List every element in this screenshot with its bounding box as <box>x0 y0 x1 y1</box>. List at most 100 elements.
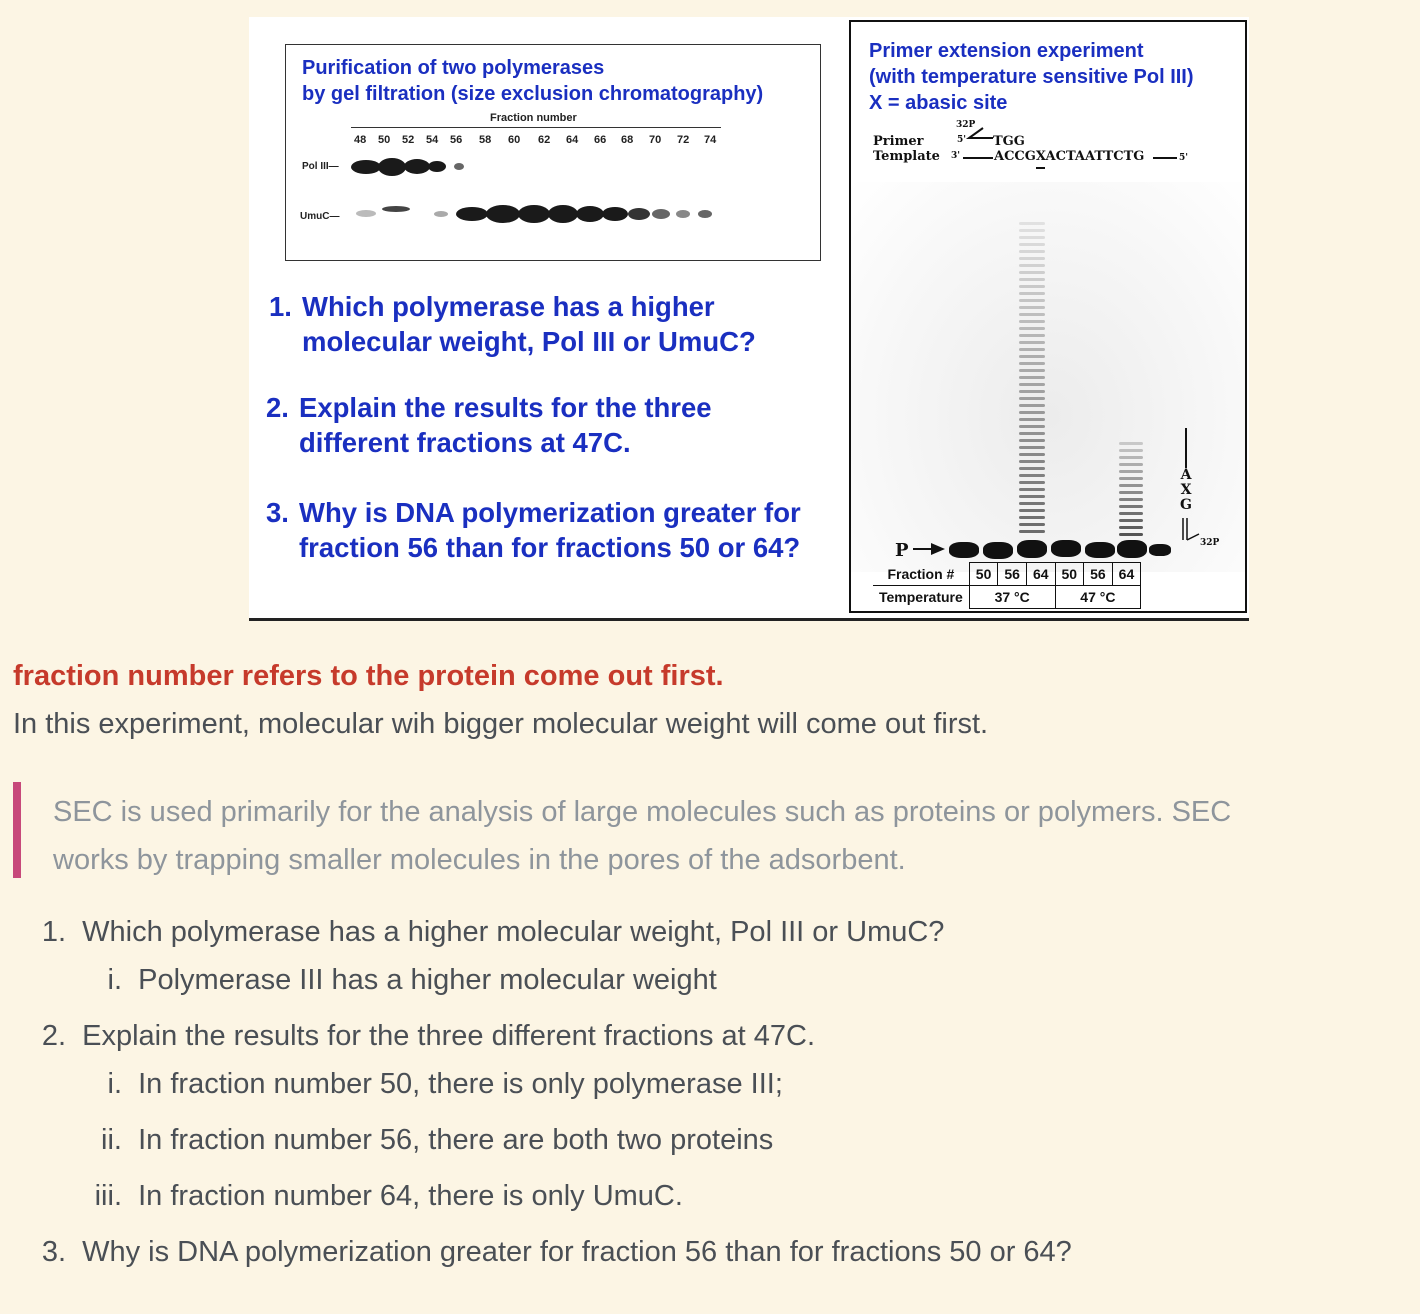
umuc-band <box>698 210 712 218</box>
ladder-band <box>1019 236 1045 239</box>
ladder-band <box>1019 495 1045 498</box>
umuc-band <box>602 207 628 221</box>
slide-question-3: 3. Why is DNA polymerization greater for… <box>266 497 801 563</box>
ladder-band <box>1019 439 1045 442</box>
ladder-band <box>1119 456 1143 459</box>
ladder-band <box>1019 516 1045 519</box>
blockquote: SEC is used primarily for the analysis o… <box>53 796 1232 876</box>
ladder-band <box>1019 502 1045 505</box>
ladder-band <box>1119 533 1143 536</box>
ladder-band <box>1019 390 1045 393</box>
fraction-tick-label: 52 <box>402 134 415 146</box>
ladder-band <box>1019 453 1045 456</box>
list-item-3: 3. Why is DNA polymerization greater for… <box>41 1236 1072 1268</box>
primer-extension-panel: Primer extension experiment (with temper… <box>849 20 1247 613</box>
list-item-1: 1. Which polymerase has a higher molecul… <box>41 916 945 948</box>
ladder-band <box>1019 446 1045 449</box>
template-label: Template <box>873 149 940 164</box>
primer-extension-gel <box>851 182 1245 572</box>
primer-kink-icon <box>965 127 993 139</box>
ladder-band <box>1019 285 1045 288</box>
umuc-band <box>518 205 550 223</box>
pol3-band <box>428 161 446 172</box>
primer-label: Primer <box>873 134 924 149</box>
ladder-band <box>1019 432 1045 435</box>
ladder-band <box>1019 530 1045 533</box>
side-letters: A X G <box>1180 467 1192 513</box>
fraction-tick-label: 62 <box>538 134 551 146</box>
umuc-band <box>628 208 650 220</box>
ladder-band <box>1019 376 1045 379</box>
pol3-band <box>404 159 430 174</box>
primer-band <box>1117 540 1147 558</box>
ladder-band <box>1019 369 1045 372</box>
list-item-2: 2. Explain the results for the three dif… <box>41 1020 816 1052</box>
fraction-tick-label: 58 <box>479 134 492 146</box>
ladder-band <box>1119 498 1143 501</box>
list-item-1-sub-1: i. Polymerase III has a higher molecular… <box>107 964 717 996</box>
fraction-tick-label: 54 <box>426 134 439 146</box>
ladder-band <box>1019 404 1045 407</box>
ladder-band <box>1019 313 1045 316</box>
ladder-band <box>1019 243 1045 246</box>
fraction-tick-label: 64 <box>566 134 579 146</box>
ladder-band <box>1019 229 1045 232</box>
ladder-band <box>1019 222 1045 225</box>
ladder-band <box>1119 463 1143 466</box>
side-32p-label: 32P <box>1200 538 1220 548</box>
ladder-band <box>1019 397 1045 400</box>
slide-question-1: 1. Which polymerase has a higher molecul… <box>269 291 756 357</box>
ladder-band <box>1019 341 1045 344</box>
ladder-band <box>1019 278 1045 281</box>
blockquote-bar <box>13 782 21 878</box>
umuc-band <box>576 206 604 222</box>
ladder-band <box>1019 292 1045 295</box>
ladder-band <box>1119 484 1143 487</box>
ladder-band <box>1019 474 1045 477</box>
primer-band <box>1149 544 1171 556</box>
ladder-band <box>1119 512 1143 515</box>
umuc-band <box>382 206 410 212</box>
ladder-band <box>1019 411 1045 414</box>
pol3-band <box>378 158 406 176</box>
umuc-band <box>456 207 488 221</box>
ladder-band <box>1019 348 1045 351</box>
ladder-band <box>1019 481 1045 484</box>
ladder-band <box>1019 257 1045 260</box>
list-item-2-sub-1: i. In fraction number 50, there is only … <box>107 1068 783 1100</box>
ladder-band <box>1019 320 1045 323</box>
ladder-band <box>1119 526 1143 529</box>
ladder-band <box>1119 519 1143 522</box>
primer-sequence: TGG <box>993 134 1025 149</box>
highlight-note: fraction number refers to the protein co… <box>13 660 724 692</box>
ladder-band <box>1019 271 1045 274</box>
fraction-tick-label: 56 <box>450 134 463 146</box>
ladder-band <box>1119 505 1143 508</box>
umuc-band <box>356 210 376 217</box>
fraction-tick-label: 48 <box>354 134 367 146</box>
template-sequence: ACCGXACTAATTCTG <box>994 149 1145 164</box>
fraction-tick-label: 60 <box>508 134 521 146</box>
body-note: In this experiment, molecular wih bigger… <box>13 708 989 740</box>
ladder-band <box>1019 488 1045 491</box>
ladder-band <box>1019 362 1045 365</box>
list-item-2-sub-3: iii. In fraction number 64, there is onl… <box>94 1180 683 1212</box>
fraction-axis-rule <box>351 127 721 128</box>
pol3-band <box>351 160 381 174</box>
p-label: P <box>895 540 909 561</box>
template-3prime: 3' <box>951 151 961 161</box>
fraction-tick-label: 74 <box>704 134 717 146</box>
primer-band <box>983 542 1013 559</box>
fraction-temperature-table: Fraction # 50 56 64 50 56 64 Temperature… <box>873 562 1142 609</box>
template-line-left <box>963 157 993 159</box>
fraction-axis-title: Fraction number <box>490 112 577 124</box>
ladder-band <box>1019 299 1045 302</box>
umuc-band <box>486 205 520 223</box>
ladder-band <box>1119 449 1143 452</box>
ladder-band <box>1019 355 1045 358</box>
primer-band <box>1085 542 1115 558</box>
template-line-right <box>1153 157 1177 159</box>
ladder-band <box>1019 383 1045 386</box>
slide-question-2: 2. Explain the results for the three dif… <box>266 392 712 458</box>
primer-band <box>949 542 979 558</box>
